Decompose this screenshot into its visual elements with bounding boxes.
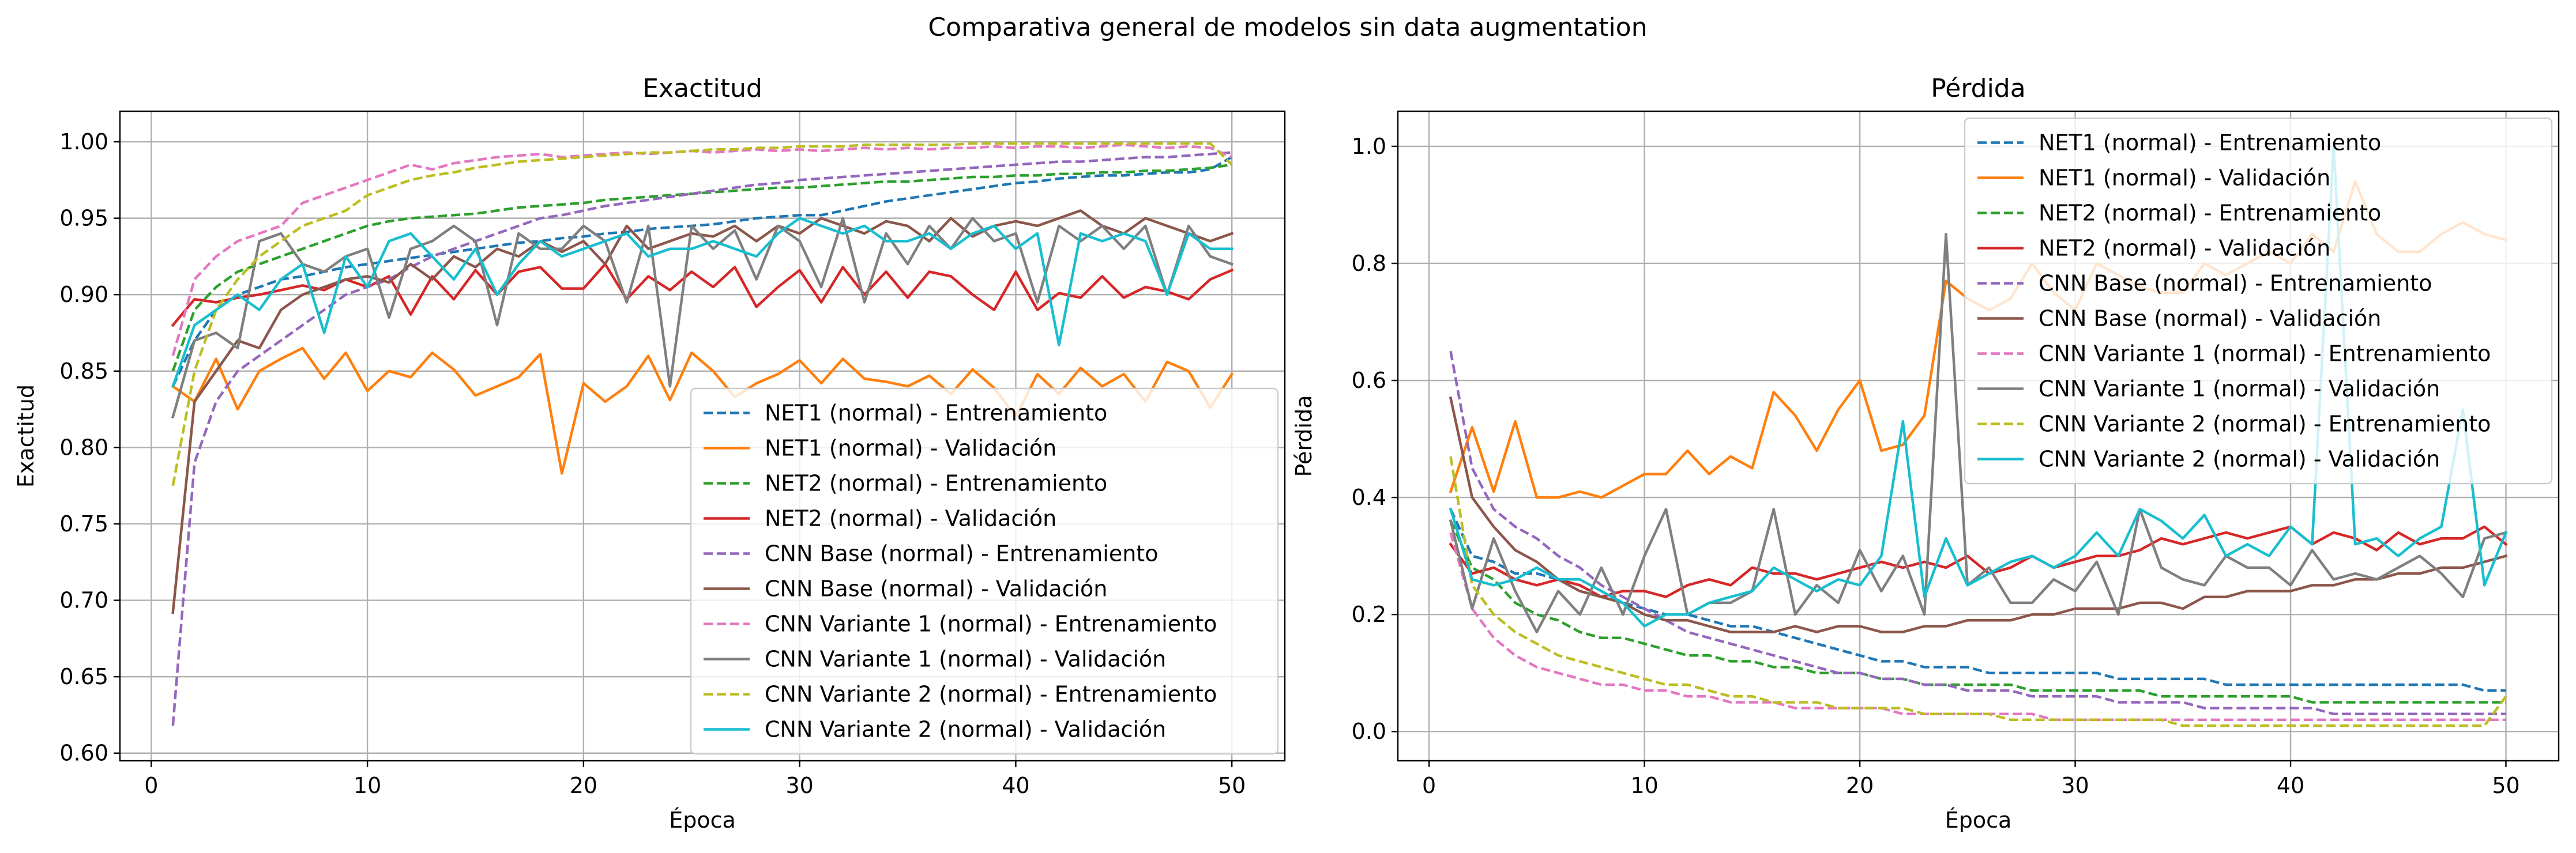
y-tick-label: 0.65 <box>59 664 108 689</box>
legend-label-9: CNN Variante 2 (normal) - Validación <box>2039 447 2440 472</box>
y-tick-label: 0.75 <box>59 511 108 537</box>
legend-label-3: NET2 (normal) - Validación <box>765 506 1056 531</box>
x-axis: 0 10 20 30 40 50 <box>1422 761 2520 798</box>
x-tick-label: 40 <box>2277 773 2304 798</box>
series-line-9 <box>171 217 1234 388</box>
accuracy-chart: 0 10 20 30 40 500.600.650.700.750.800.850.900… <box>13 74 1286 833</box>
x-tick-label: 0 <box>144 773 158 798</box>
y-axis-label: Pérdida <box>1291 395 1317 477</box>
series-line-5 <box>171 209 1234 614</box>
series-line-4 <box>171 151 1232 726</box>
legend-label-7: CNN Variante 1 (normal) - Validación <box>765 647 1166 672</box>
x-axis: 0 10 20 30 40 50 <box>144 761 1246 798</box>
legend-label-7: CNN Variante 1 (normal) - Validación <box>2039 376 2440 402</box>
legend-label-9: CNN Variante 2 (normal) - Validación <box>765 717 1166 742</box>
legend-label-1: NET1 (normal) - Validación <box>2039 165 2330 191</box>
loss-chart: 0 10 20 30 40 50 0.0 0.2 0.4 0.6 0.8 1.0 Pérdida Époc… <box>1291 74 2560 833</box>
y-tick-label: 1.0 <box>1352 134 1386 159</box>
legend-label-6: CNN Variante 1 (normal) - Entrenamiento <box>765 612 1217 637</box>
legend-box <box>690 387 1279 755</box>
x-tick-label: 30 <box>785 773 813 798</box>
x-tick-label: 40 <box>1002 773 1029 798</box>
series-line-8 <box>171 142 1233 486</box>
x-axis-label: Época <box>1945 807 2012 833</box>
x-tick-label: 0 <box>1422 773 1436 798</box>
series-line-0 <box>171 156 1233 387</box>
x-tick-label: 10 <box>354 773 381 798</box>
x-tick-label: 20 <box>570 773 597 798</box>
y-tick-label: 0.80 <box>59 435 108 460</box>
legend-box <box>1964 117 2553 485</box>
y-tick-label: 0.2 <box>1352 602 1386 627</box>
series-line-3 <box>1449 525 2508 598</box>
x-tick-label: 20 <box>1846 773 1874 798</box>
legend-label-8: CNN Variante 2 (normal) - Entrenamiento <box>2039 412 2491 437</box>
legend-label-6: CNN Variante 1 (normal) - Entrenamiento <box>2039 341 2491 367</box>
series-line-7 <box>1449 232 2508 633</box>
figure-suptitle: Comparativa general de modelos sin data … <box>928 13 1647 42</box>
legend-label-0: NET1 (normal) - Entrenamiento <box>2039 130 2381 156</box>
y-axis: 0.0 0.2 0.4 0.6 0.8 1.0 <box>1352 134 1398 744</box>
series-group <box>171 142 1234 726</box>
series-line-4 <box>1449 350 2506 716</box>
plot-frame <box>1397 110 2560 762</box>
legend-label-2: NET2 (normal) - Entrenamiento <box>2039 201 2381 226</box>
legend-label-0: NET1 (normal) - Entrenamiento <box>765 401 1107 426</box>
y-tick-label: 0.70 <box>59 588 108 613</box>
legend-label-8: CNN Variante 2 (normal) - Entrenamiento <box>765 682 1217 707</box>
legend-label-5: CNN Base (normal) - Validación <box>2039 306 2381 331</box>
plot-frame <box>119 110 1286 762</box>
x-tick-label: 50 <box>2492 773 2519 798</box>
y-tick-label: 0.8 <box>1352 251 1386 276</box>
legend: NET1 (normal) - Entrenamiento NET1 (norma… <box>1964 117 2553 485</box>
legend-label-3: NET2 (normal) - Validación <box>2039 236 2330 261</box>
x-tick-label: 30 <box>2061 773 2089 798</box>
series-line-2 <box>171 163 1232 372</box>
y-tick-label: 0.6 <box>1352 368 1386 393</box>
legend-label-5: CNN Base (normal) - Validación <box>765 576 1107 602</box>
legend-label-4: CNN Base (normal) - Entrenamiento <box>765 541 1158 567</box>
chart-title: Pérdida <box>1931 74 2025 103</box>
x-tick-label: 10 <box>1630 773 1658 798</box>
legend: NET1 (normal) - Entrenamiento NET1 (norma… <box>690 387 1279 755</box>
x-tick-label: 50 <box>1218 773 1246 798</box>
y-tick-label: 0.60 <box>59 741 108 766</box>
y-tick-label: 0.4 <box>1352 485 1386 510</box>
y-tick-label: 0.0 <box>1352 719 1386 744</box>
y-tick-label: 1.00 <box>59 129 108 154</box>
legend-label-4: CNN Base (normal) - Entrenamiento <box>2039 271 2432 296</box>
series-line-7 <box>171 217 1234 419</box>
series-line-2 <box>1449 520 2506 704</box>
y-tick-label: 0.85 <box>59 358 108 384</box>
y-axis: 0.60 0.65 0.70 0.75 0.80 0.85 0.90 0.95 1.00 <box>59 129 120 766</box>
series-group <box>1449 145 2508 727</box>
series-line-6 <box>171 144 1233 356</box>
y-tick-label: 0.90 <box>59 282 108 307</box>
series-line-8 <box>1449 456 2507 727</box>
legend-label-1: NET1 (normal) - Validación <box>765 436 1056 461</box>
y-axis-label: Exactitud <box>13 384 39 488</box>
series-line-3 <box>171 262 1234 327</box>
x-axis-label: Época <box>669 807 736 833</box>
chart-title: Exactitud <box>642 74 762 103</box>
y-tick-label: 0.95 <box>59 206 108 231</box>
legend-label-2: NET2 (normal) - Entrenamiento <box>765 471 1107 496</box>
